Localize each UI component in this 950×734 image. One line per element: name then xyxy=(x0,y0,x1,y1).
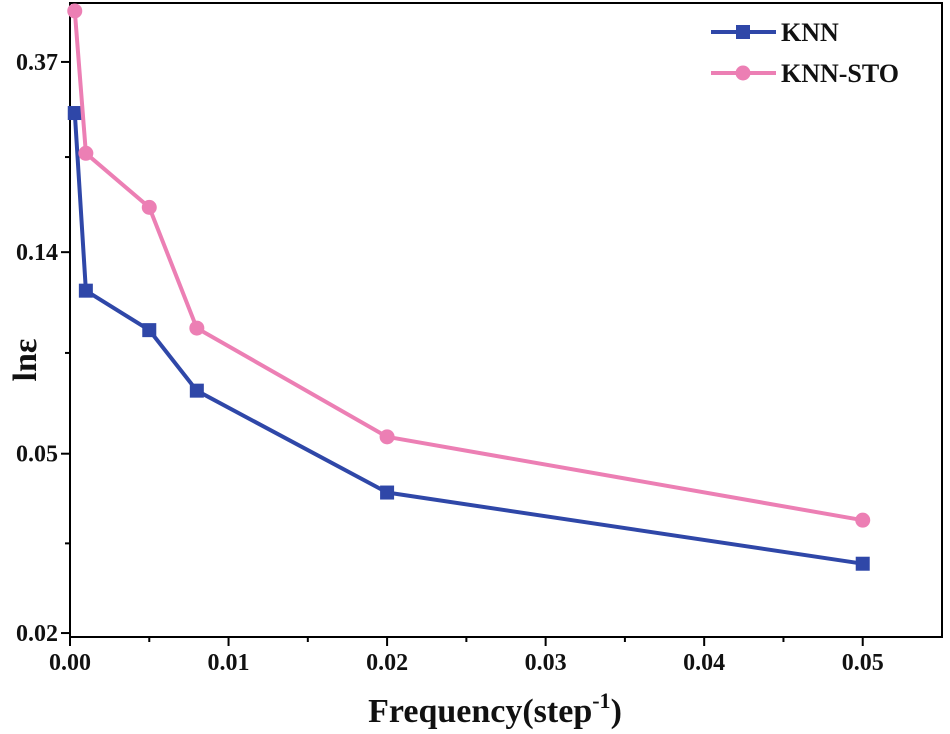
x-tick-label: 0.04 xyxy=(683,650,725,676)
data-point-knn-sto xyxy=(78,145,94,161)
data-point-knn xyxy=(189,383,204,398)
x-tick-label: 0.00 xyxy=(49,650,91,676)
y-tick-label: 0.02 xyxy=(16,621,58,647)
data-point-knn-sto xyxy=(189,320,205,336)
plot-frame xyxy=(69,2,943,638)
x-tick-label: 0.02 xyxy=(366,650,408,676)
x-tick-label: 0.05 xyxy=(842,650,884,676)
x-tick-label: 0.01 xyxy=(208,650,250,676)
x-axis-title: Frequency(step-1) xyxy=(368,688,622,730)
data-point-knn-sto xyxy=(855,512,871,528)
series-line-knn xyxy=(72,112,863,566)
legend-marker-knn-sto xyxy=(735,65,751,81)
legend-marker-knn xyxy=(736,25,750,39)
x-axis-title-main: Frequency(step xyxy=(368,693,592,730)
data-point-knn xyxy=(855,556,870,571)
data-point-knn-sto xyxy=(141,199,157,215)
x-tick-label: 0.03 xyxy=(525,650,567,676)
data-point-knn xyxy=(78,283,93,298)
legend-label-knn-sto: KNN-STO xyxy=(781,59,899,88)
data-point-knn xyxy=(142,323,157,338)
series-layer xyxy=(67,3,871,571)
tick-labels: 0.00 0.01 0.02 0.03 0.04 0.05 0.02 0.05 0.14 0.37 xyxy=(16,50,884,676)
y-axis-title: lnε xyxy=(7,339,44,382)
legend-label-knn: KNN xyxy=(781,18,839,47)
x-axis-title-close: ) xyxy=(611,693,622,730)
data-point-knn-sto xyxy=(379,429,395,445)
y-tick-label: 0.14 xyxy=(16,240,58,266)
axis-ticks xyxy=(61,60,864,646)
x-axis-title-superscript: -1 xyxy=(592,688,610,713)
legend: KNN KNN-STO xyxy=(711,18,899,88)
series-line-knn-sto xyxy=(72,10,864,523)
y-tick-label: 0.05 xyxy=(16,442,58,468)
data-point-knn-sto xyxy=(67,3,83,19)
data-point-knn xyxy=(380,485,395,500)
data-point-knn xyxy=(67,106,82,121)
y-tick-label: 0.37 xyxy=(16,50,58,76)
